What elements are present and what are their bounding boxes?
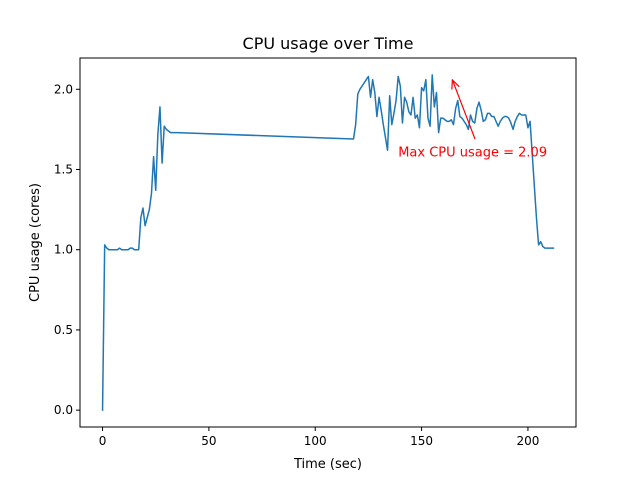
annotation-arrow — [452, 80, 476, 140]
chart-title: CPU usage over Time — [243, 34, 414, 53]
y-axis-label: CPU usage (cores) — [28, 183, 43, 302]
x-axis-label: Time (sec) — [293, 457, 362, 472]
plot-area — [101, 74, 555, 411]
x-axis-ticks: 0 50 100 150 200 — [99, 427, 539, 448]
y-tick-label: 2.0 — [54, 82, 73, 96]
y-tick-label: 1.0 — [54, 243, 73, 257]
series-line-0 — [101, 74, 555, 411]
x-tick-label: 150 — [410, 434, 433, 448]
annotation-group: Max CPU usage = 2.09 — [398, 80, 547, 161]
x-tick-label: 50 — [201, 434, 216, 448]
axes-frame — [79, 57, 577, 428]
x-tick-label: 100 — [304, 434, 327, 448]
y-tick-label: 0.5 — [54, 323, 73, 337]
y-tick-label: 0.0 — [54, 403, 73, 417]
y-axis-ticks: 0.0 0.5 1.0 1.5 2.0 — [54, 82, 80, 417]
x-tick-label: 0 — [99, 434, 107, 448]
y-tick-label: 1.5 — [54, 163, 73, 177]
x-tick-label: 200 — [516, 434, 539, 448]
annotation-label: Max CPU usage = 2.09 — [398, 146, 547, 161]
